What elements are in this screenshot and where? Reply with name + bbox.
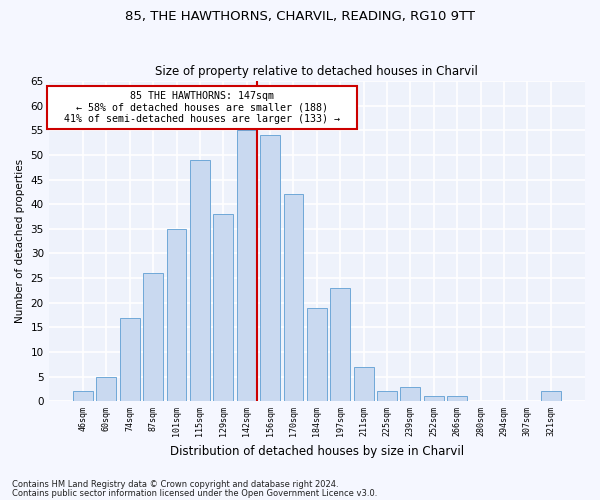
Bar — [73, 392, 93, 402]
Text: 85, THE HAWTHORNS, CHARVIL, READING, RG10 9TT: 85, THE HAWTHORNS, CHARVIL, READING, RG1… — [125, 10, 475, 23]
Bar — [284, 194, 304, 402]
Bar — [97, 376, 116, 402]
Bar — [400, 386, 421, 402]
Text: Contains public sector information licensed under the Open Government Licence v3: Contains public sector information licen… — [12, 489, 377, 498]
Bar — [353, 367, 374, 402]
Bar — [167, 229, 187, 402]
Bar — [237, 130, 257, 402]
Bar — [330, 288, 350, 402]
Bar — [377, 392, 397, 402]
Bar — [143, 273, 163, 402]
Text: Contains HM Land Registry data © Crown copyright and database right 2024.: Contains HM Land Registry data © Crown c… — [12, 480, 338, 489]
Bar — [541, 392, 560, 402]
Bar — [424, 396, 443, 402]
Bar — [120, 318, 140, 402]
Bar — [447, 396, 467, 402]
Title: Size of property relative to detached houses in Charvil: Size of property relative to detached ho… — [155, 66, 478, 78]
Bar — [190, 160, 210, 402]
Text: 85 THE HAWTHORNS: 147sqm  
  ← 58% of detached houses are smaller (188)  
  41% : 85 THE HAWTHORNS: 147sqm ← 58% of detach… — [52, 90, 352, 124]
Bar — [214, 214, 233, 402]
X-axis label: Distribution of detached houses by size in Charvil: Distribution of detached houses by size … — [170, 444, 464, 458]
Y-axis label: Number of detached properties: Number of detached properties — [15, 159, 25, 323]
Bar — [260, 136, 280, 402]
Bar — [307, 308, 327, 402]
